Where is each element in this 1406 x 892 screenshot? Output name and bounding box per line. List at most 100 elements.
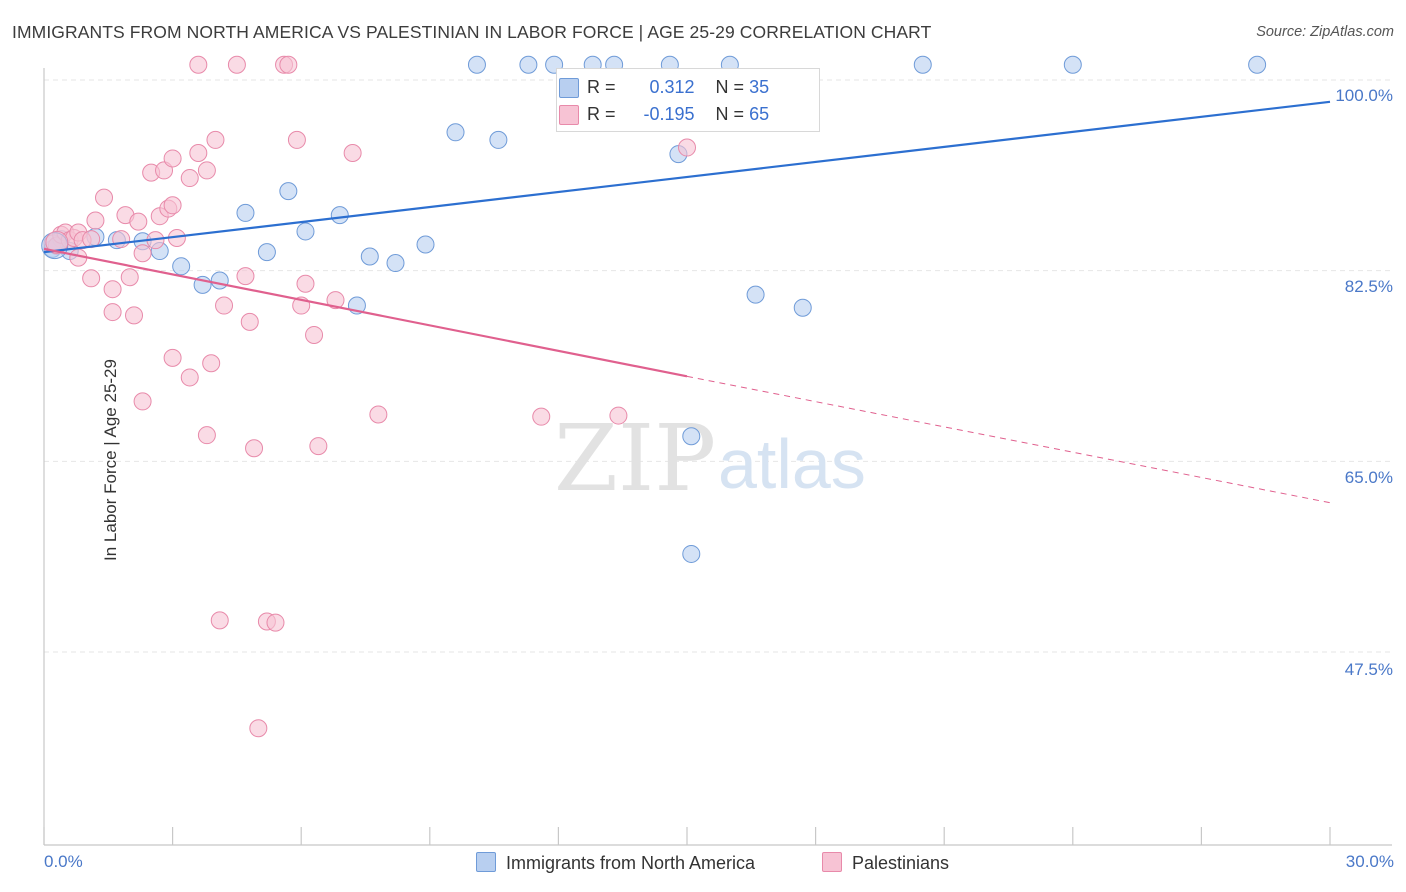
pink-point — [227, 55, 246, 74]
pink-point — [129, 212, 148, 231]
correlation-legend: R = 0.312 N = 35 R = -0.195 N = 65 — [556, 68, 820, 132]
pink-point — [86, 211, 105, 230]
blue-point — [467, 55, 486, 74]
pink-point — [236, 267, 255, 286]
blue-point — [1063, 55, 1082, 74]
legend-swatch-blue — [559, 78, 579, 98]
legend-label: Immigrants from North America — [506, 853, 756, 873]
axes — [43, 68, 1392, 846]
legend-swatch-pink — [559, 105, 579, 125]
blue-point — [913, 55, 932, 74]
chart-title: IMMIGRANTS FROM NORTH AMERICA VS PALESTI… — [12, 22, 932, 42]
pink-point — [326, 291, 345, 310]
legend-row-pink: R = -0.195 N = 65 — [559, 104, 770, 125]
pink-point — [532, 407, 551, 426]
pink-point — [245, 439, 264, 458]
pink-point — [210, 611, 229, 630]
pink-point — [163, 196, 182, 215]
pink-point — [197, 426, 216, 445]
x-tick-label-max: 30.0% — [1345, 852, 1394, 871]
blue-point — [360, 247, 379, 266]
pink-point — [112, 230, 131, 249]
y-tick-label: 65.0% — [1344, 468, 1393, 487]
blue-point — [519, 55, 538, 74]
blue-point — [279, 182, 298, 201]
legend-item-palestinians[interactable]: Palestinians — [822, 852, 949, 874]
x-tick-label-min: 0.0% — [44, 852, 83, 871]
pink-point — [189, 143, 208, 162]
pink-point — [120, 268, 139, 287]
pink-point — [45, 230, 69, 254]
legend-r-label: R = — [587, 77, 616, 97]
pink-point — [197, 161, 216, 180]
pink-point — [215, 296, 234, 315]
pink-point — [240, 312, 259, 331]
trend-lines — [43, 100, 1331, 504]
blue-point — [172, 257, 191, 276]
pink-point — [369, 405, 388, 424]
y-tick-label: 82.5% — [1344, 277, 1393, 296]
pink-point — [249, 719, 268, 738]
blue-point — [489, 130, 508, 149]
blue-point — [296, 222, 315, 241]
blue-point — [793, 298, 812, 317]
pink-point — [189, 55, 208, 74]
watermark-zip: ZIP — [554, 405, 716, 512]
legend-r-value: -0.195 — [643, 104, 695, 124]
legend-r-value: 0.312 — [649, 77, 695, 97]
pink-point — [163, 149, 182, 168]
pink-point — [125, 306, 144, 325]
pink-point — [206, 130, 225, 149]
pink-point — [305, 325, 324, 344]
pink-point — [309, 437, 328, 456]
pink-point — [279, 55, 298, 74]
blue-point — [682, 427, 701, 446]
watermark: ZIP atlas — [554, 405, 866, 512]
trend-line-pink — [43, 247, 688, 378]
legend-r-label: R = — [587, 104, 616, 124]
pink-point — [202, 354, 221, 373]
pink-point — [678, 138, 696, 157]
pink-point — [180, 169, 199, 188]
legend-label: Palestinians — [852, 853, 950, 873]
pink-point — [343, 143, 362, 162]
legend-n-label: N = — [715, 77, 745, 97]
y-axis-label: In Labor Force | Age 25-29 — [100, 359, 120, 561]
pink-point — [180, 368, 199, 387]
blue-point — [386, 254, 405, 273]
pink-point — [609, 406, 628, 425]
trend-line-blue — [43, 100, 1331, 254]
pink-point — [266, 613, 285, 632]
watermark-atlas: atlas — [718, 425, 866, 503]
pink-point — [133, 392, 152, 411]
blue-point — [1248, 55, 1267, 74]
grid-lines — [44, 79, 1392, 653]
source-label: Source: ZipAtlas.com — [1256, 24, 1394, 40]
legend-n-label: N = — [715, 104, 745, 124]
blue-point — [210, 271, 229, 290]
y-tick-label: 47.5% — [1344, 660, 1393, 679]
blue-point — [446, 123, 465, 142]
pink-point — [103, 280, 122, 299]
blue-point — [257, 243, 276, 262]
legend-swatch-blue — [476, 852, 496, 872]
legend-item-immigrants[interactable]: Immigrants from North America — [476, 852, 755, 874]
data-points — [41, 55, 1267, 738]
legend-n-value: 35 — [749, 77, 770, 97]
blue-point — [330, 206, 349, 225]
pink-point — [82, 269, 101, 288]
pink-point — [296, 274, 315, 293]
legend-row-blue: R = 0.312 N = 35 — [559, 77, 770, 98]
pink-point — [95, 188, 114, 207]
legend-n-value: 65 — [749, 104, 770, 124]
blue-point — [682, 544, 701, 563]
blue-point — [416, 235, 435, 254]
pink-point — [163, 348, 182, 367]
pink-point — [103, 303, 122, 322]
blue-point — [746, 285, 765, 304]
pink-point — [133, 244, 152, 263]
blue-point — [236, 203, 255, 222]
legend-swatch-pink — [822, 852, 842, 872]
y-tick-label: 100.0% — [1335, 86, 1393, 105]
